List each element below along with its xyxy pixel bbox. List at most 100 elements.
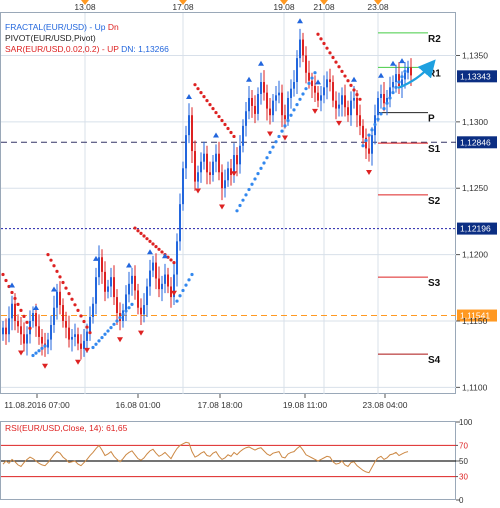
sar-dot <box>274 140 278 144</box>
candle-body <box>98 257 100 278</box>
candle-body <box>221 172 223 189</box>
price-tick-label: 1,1250 <box>462 183 488 193</box>
fractal-up-marker <box>93 255 99 261</box>
candle-body <box>398 74 400 87</box>
candle-body <box>371 135 373 154</box>
sar-dot <box>289 113 293 117</box>
candle-body <box>167 274 169 287</box>
candle-body <box>155 262 157 279</box>
candle-body <box>62 305 64 321</box>
candle-body <box>347 107 349 116</box>
candle-body <box>395 74 397 83</box>
sar-dot <box>124 309 128 313</box>
candle-body <box>92 303 94 318</box>
candle-body <box>53 307 55 325</box>
date-marker <box>280 0 288 5</box>
candle-body <box>179 204 181 242</box>
candle-body <box>410 67 412 76</box>
rsi-tick-label: 100 <box>459 418 473 427</box>
candle-body <box>80 343 82 349</box>
fractal-down-marker <box>282 135 288 141</box>
candle-body <box>248 97 250 112</box>
sar-dot <box>232 134 236 139</box>
sar-dot <box>400 75 404 79</box>
sar-dot <box>85 325 89 329</box>
candle-body <box>233 155 235 175</box>
candle-body <box>143 305 145 315</box>
rsi-tick-label: 50 <box>459 457 468 466</box>
candle-body <box>215 153 217 162</box>
candle-body <box>332 82 334 101</box>
price-tag-label: 1,12196 <box>460 224 491 234</box>
horizontal-levels: 1,12846 1,12196 1,11541 1,13343 <box>1 70 497 322</box>
sar-dot <box>151 242 155 246</box>
candle-body <box>272 100 274 116</box>
fractal-up-marker <box>186 93 192 99</box>
sar-dot <box>82 319 86 324</box>
fractal-down-marker <box>231 171 237 177</box>
candle-body <box>47 339 49 348</box>
sar-dot <box>298 97 302 101</box>
candle-body <box>350 100 352 116</box>
candle-body <box>344 95 346 108</box>
sar-dot <box>127 306 131 310</box>
candle-body <box>182 168 184 205</box>
sar-dot <box>25 320 29 324</box>
candle-body <box>302 39 304 56</box>
candle-body <box>365 137 367 149</box>
candle-body <box>260 82 262 94</box>
candle-body <box>311 80 313 87</box>
sar-dot <box>28 326 32 330</box>
bottom-time-label: 17.08 18:00 <box>198 400 243 410</box>
top-date-axis: 13.08 17.08 19.08 21.08 23.08 <box>74 0 389 12</box>
sar-dot <box>76 308 80 312</box>
sar-dot <box>94 342 98 346</box>
candle-body <box>335 100 337 109</box>
sar-dot <box>16 302 20 306</box>
candle-body <box>212 161 214 175</box>
sar-dot <box>193 83 197 87</box>
sar-dot <box>334 60 338 64</box>
candle-body <box>320 95 322 101</box>
candle-body <box>152 262 154 271</box>
top-date-label: 17.08 <box>172 2 194 12</box>
sar-dot <box>4 278 8 283</box>
pivot-label: S2 <box>428 196 441 207</box>
price-tag-label: 1,12846 <box>460 137 491 147</box>
sar-dot <box>187 278 191 282</box>
candle-body <box>14 303 16 321</box>
candle-body <box>317 92 319 101</box>
legend-sar-dn-label: DN: <box>121 44 136 54</box>
sar-dot <box>97 339 101 343</box>
sar-dot <box>235 209 239 213</box>
candle-body <box>269 108 271 116</box>
sar-dot <box>376 117 380 121</box>
sar-dot <box>385 101 389 105</box>
bottom-time-label: 19.08 11:00 <box>283 400 328 410</box>
candle-body <box>275 95 277 101</box>
sar-dot <box>55 269 59 273</box>
candle-body <box>107 286 109 292</box>
candle-body <box>161 283 163 290</box>
sar-dot <box>169 258 173 262</box>
sar-dot <box>346 79 350 83</box>
fractal-up-marker <box>9 282 15 288</box>
candle-body <box>203 153 205 162</box>
bottom-time-label: 16.08 01:00 <box>116 400 161 410</box>
fractal-up-marker <box>246 76 252 82</box>
fractal-down-marker <box>267 131 273 137</box>
price-tick-label: 1,1350 <box>462 50 488 60</box>
legend-pivot: PIVOT(EUR/USD,Pivot) <box>5 33 96 43</box>
fractal-up-marker <box>351 76 357 82</box>
sar-dot <box>40 346 44 350</box>
sar-dot <box>79 314 83 318</box>
sar-dot <box>262 161 266 165</box>
sar-dot <box>241 198 245 202</box>
date-marker <box>81 0 89 5</box>
sar-dot <box>64 286 68 290</box>
candle-body <box>323 87 325 96</box>
sar-dot <box>238 203 242 208</box>
price-tag <box>457 136 497 149</box>
sar-dot <box>223 122 227 127</box>
